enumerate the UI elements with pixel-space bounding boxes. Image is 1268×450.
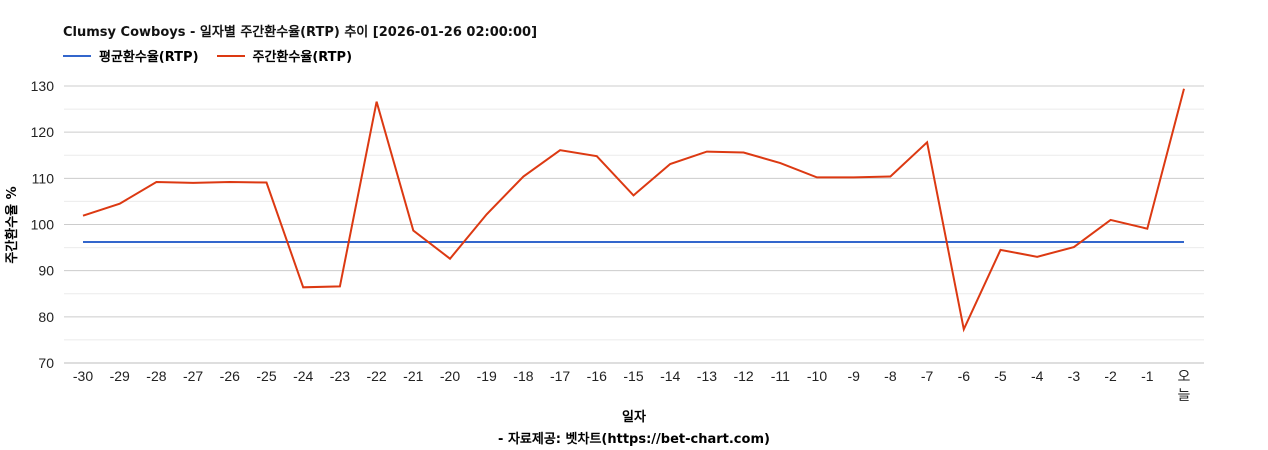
x-tick-label: -16 [587, 368, 607, 384]
y-tick-label: 120 [31, 124, 55, 140]
x-tick-label: -13 [697, 368, 717, 384]
x-tick-label: -7 [921, 368, 934, 384]
x-tick-label: -22 [366, 368, 386, 384]
legend-item-weekly-rtp[interactable]: 주간환수율(RTP) [216, 46, 353, 65]
legend-label: 평균환수율(RTP) [99, 50, 199, 65]
x-tick-label: 늘 [1178, 387, 1191, 403]
y-tick-label: 90 [38, 263, 54, 279]
x-tick-label: -30 [73, 368, 93, 384]
chart-legend: 평균환수율(RTP) 주간환수율(RTP) [63, 46, 370, 65]
x-tick-label: -6 [958, 368, 971, 384]
chart-title: Clumsy Cowboys - 일자별 주간환수율(RTP) 추이 [2026… [63, 25, 538, 40]
x-tick-label: -8 [884, 368, 897, 384]
y-tick-label: 110 [32, 170, 55, 186]
y-tick-label: 70 [38, 355, 54, 371]
x-tick-label: -27 [183, 368, 203, 384]
x-tick-label: -3 [1068, 368, 1081, 384]
x-axis-title: 일자 [622, 410, 646, 425]
x-tick-label: -10 [807, 368, 827, 384]
x-tick-label: -15 [623, 368, 643, 384]
y-axis-title-wrap: 주간환수율 % [0, 150, 30, 300]
x-tick-label: 오 [1178, 368, 1191, 384]
x-tick-label: -12 [733, 368, 753, 384]
y-axis-title: 주간환수율 % [5, 186, 21, 264]
data-source-credit: - 자료제공: 벳차트(https://bet-chart.com) [498, 432, 770, 447]
x-tick-label: -9 [847, 368, 860, 384]
legend-item-average-rtp[interactable]: 평균환수율(RTP) [63, 46, 199, 65]
x-tick-label: -28 [146, 368, 166, 384]
x-tick-label: -25 [256, 368, 276, 384]
x-tick-label: -4 [1031, 368, 1044, 384]
x-tick-label: -18 [513, 368, 533, 384]
legend-line-icon [63, 54, 91, 57]
x-tick-label: -5 [994, 368, 1007, 384]
legend-line-icon [216, 54, 245, 57]
x-tick-label: -23 [330, 368, 350, 384]
x-tick-label: -11 [771, 368, 790, 384]
x-tick-label: -19 [477, 368, 497, 384]
y-tick-label: 130 [31, 78, 55, 94]
legend-label: 주간환수율(RTP) [252, 50, 353, 65]
x-tick-label: -1 [1141, 368, 1154, 384]
x-tick-label: -20 [440, 368, 460, 384]
x-tick-label: -14 [660, 368, 680, 384]
x-tick-label: -24 [293, 368, 313, 384]
y-tick-label: 100 [31, 217, 55, 233]
x-tick-label: -17 [550, 368, 570, 384]
weekly-rtp-line [82, 88, 1185, 333]
x-tick-label: -21 [403, 368, 423, 384]
y-tick-label: 80 [38, 309, 54, 325]
x-tick-label: -2 [1104, 368, 1117, 384]
x-tick-label: -26 [220, 368, 240, 384]
x-tick-label: -29 [110, 368, 130, 384]
